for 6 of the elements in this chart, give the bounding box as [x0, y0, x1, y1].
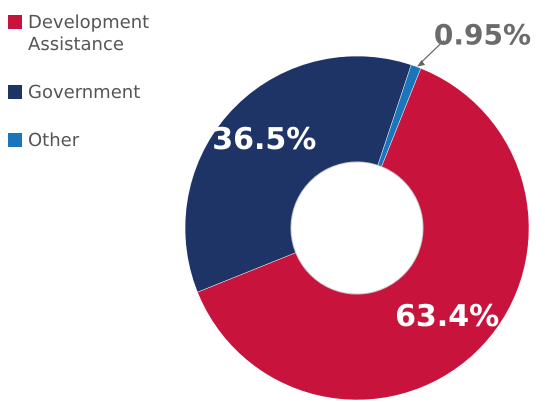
data-label: 63.4%: [395, 299, 500, 334]
data-label: 36.5%: [212, 122, 316, 158]
legend-label: Development Assistance: [28, 12, 150, 55]
legend-label: Other: [28, 130, 80, 151]
legend-label: Government: [28, 82, 140, 103]
data-label: 0.95%: [434, 18, 531, 52]
